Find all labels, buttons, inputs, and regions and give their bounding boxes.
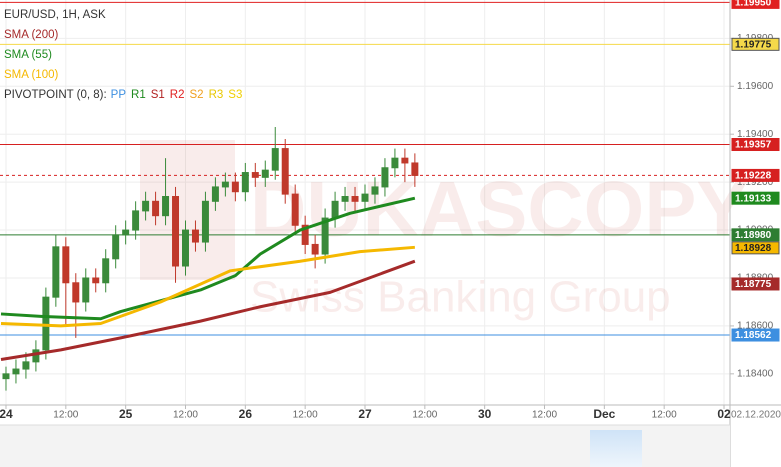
x-tick-label: 12:00 <box>412 410 437 421</box>
y-tick-label: 1.18400 <box>737 368 774 379</box>
candle-body <box>311 243 319 255</box>
x-tick-label: 27 <box>358 407 372 421</box>
price-label-box <box>731 0 780 9</box>
y-tick-label: 1.19200 <box>737 177 774 188</box>
candle-body <box>92 277 100 284</box>
x-tick-label: Dec <box>593 407 615 421</box>
candle-body <box>182 229 189 267</box>
legend-entry[interactable]: SMA (200) <box>4 29 58 41</box>
pivot-legend-label: PIVOTPOINT (0, 8): <box>4 89 107 101</box>
sma-line <box>0 245 415 328</box>
price-label-box <box>731 168 780 182</box>
candle-body <box>2 373 10 380</box>
candle-body <box>231 181 239 193</box>
candle-body <box>241 172 249 193</box>
candle-body <box>221 181 229 188</box>
pivot-legend-item[interactable]: R2 <box>170 89 185 101</box>
price-label: 1.18928 <box>735 243 772 254</box>
y-tick-label: 1.19400 <box>737 129 774 140</box>
candle-body <box>32 349 40 363</box>
price-label-box <box>731 228 780 242</box>
candle-body <box>102 258 110 284</box>
candle-body <box>361 193 369 202</box>
candle-body <box>291 193 299 226</box>
x-tick-label: 24 <box>0 407 13 421</box>
candle-body <box>321 217 329 255</box>
candle-body <box>391 157 399 169</box>
price-label-box <box>731 37 780 51</box>
price-label: 1.19775 <box>735 39 772 50</box>
candle-body <box>42 296 50 351</box>
y-tick-label: 1.18600 <box>737 321 774 332</box>
x-tick-label: 12:00 <box>532 410 557 421</box>
candle-body <box>381 167 389 188</box>
price-label-box <box>731 191 780 205</box>
price-label: 1.19228 <box>735 171 772 182</box>
candle-body <box>142 200 150 212</box>
price-label-box <box>731 138 780 152</box>
sma-line <box>0 259 416 361</box>
candle-body <box>112 234 120 260</box>
candle-body <box>281 148 289 195</box>
legend-entry[interactable]: SMA (100) <box>4 69 58 81</box>
candle-body <box>251 172 259 178</box>
pivot-legend-item[interactable]: R3 <box>209 89 224 101</box>
pivot-legend-item[interactable]: S1 <box>151 89 165 101</box>
candle-body <box>72 282 80 303</box>
candle-body <box>62 246 70 284</box>
candle-body <box>172 196 180 267</box>
candle-body <box>401 157 409 164</box>
price-label-box <box>731 277 780 291</box>
candle-body <box>12 368 20 375</box>
candle-body <box>191 229 199 243</box>
pivot-legend-item[interactable]: S3 <box>228 89 242 101</box>
y-tick-label: 1.19600 <box>737 81 774 92</box>
price-label: 1.19950 <box>735 0 772 9</box>
price-label: 1.19133 <box>735 193 772 204</box>
price-label: 1.18775 <box>735 279 772 290</box>
price-label-box <box>731 241 780 255</box>
candle-body <box>341 196 349 202</box>
price-label: 1.18562 <box>735 330 772 341</box>
pivot-legend-item[interactable]: R1 <box>131 89 146 101</box>
candle-body <box>82 277 90 303</box>
x-tick-label: 12:00 <box>293 410 318 421</box>
candle-body <box>132 210 140 231</box>
candle-body <box>371 186 379 195</box>
sma-line <box>0 196 416 321</box>
pivot-legend-item[interactable]: PP <box>111 89 127 101</box>
date-label: 02.12.2020 <box>731 410 781 421</box>
candle-body <box>162 196 170 217</box>
candle-body <box>261 169 269 178</box>
price-label: 1.18980 <box>735 230 772 241</box>
x-tick-label: 26 <box>239 407 253 421</box>
watermark-tagline: Swiss Banking Group <box>250 273 671 322</box>
x-tick-label: 25 <box>119 407 133 421</box>
x-tick-label: 12:00 <box>53 410 78 421</box>
candle-body <box>201 200 209 243</box>
candle-body <box>331 200 339 219</box>
x-tick-label: 30 <box>478 407 492 421</box>
x-tick-label: 02 <box>717 407 731 421</box>
legend-entry[interactable]: SMA (55) <box>4 49 52 61</box>
candle-body <box>301 224 309 245</box>
navigator-window[interactable] <box>590 430 642 467</box>
candle-body <box>351 196 359 202</box>
candle-body <box>22 361 30 370</box>
x-tick-label: 12:00 <box>173 410 198 421</box>
chart-title: EUR/USD, 1H, ASK <box>4 9 106 21</box>
price-label: 1.19357 <box>735 140 772 151</box>
x-tick-label: 12:00 <box>652 410 677 421</box>
pivot-legend-item[interactable]: S2 <box>190 89 204 101</box>
price-label-box <box>731 328 780 342</box>
candle-body <box>152 200 160 217</box>
candle-body <box>411 162 419 176</box>
candle-body <box>52 246 60 298</box>
candle-body <box>122 229 130 236</box>
candle-body <box>271 148 279 171</box>
candle-body <box>211 186 219 202</box>
